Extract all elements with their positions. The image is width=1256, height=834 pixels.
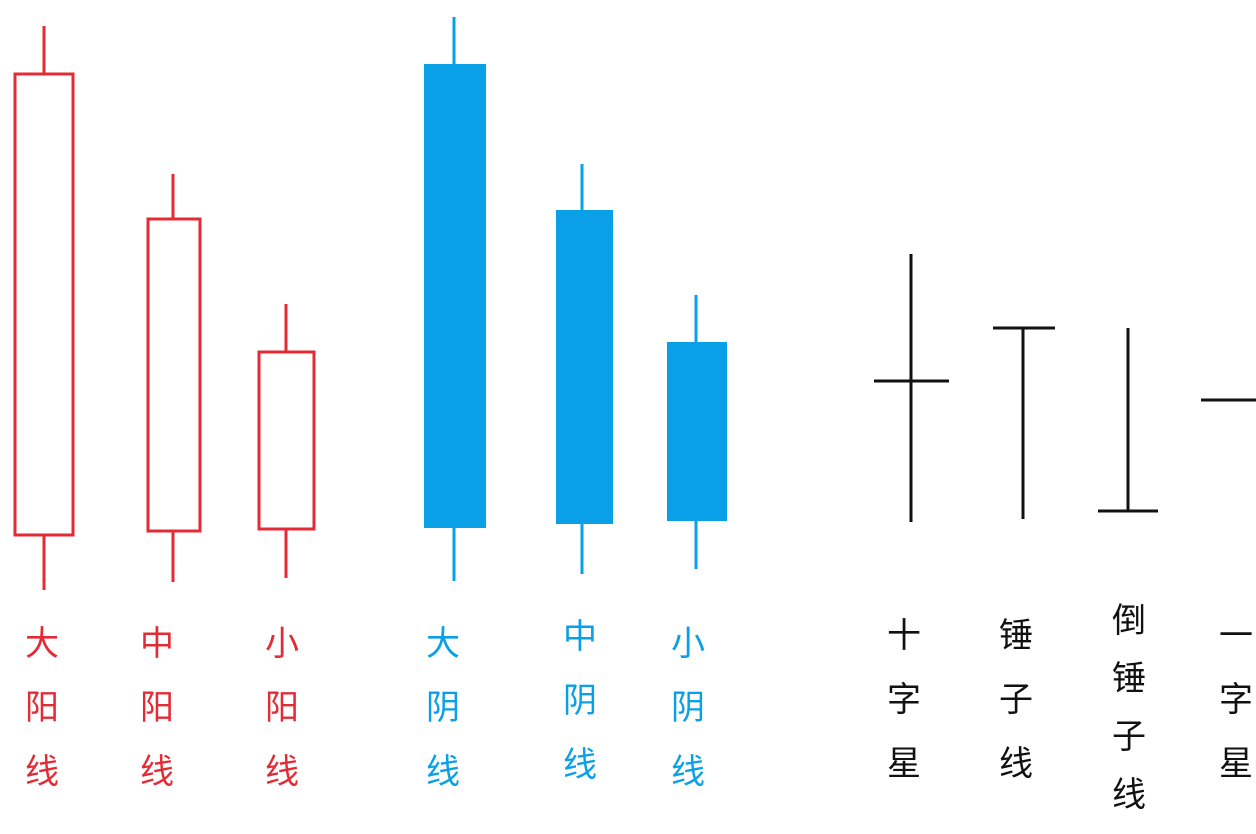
big-yang-label: 大 阳 线: [12, 612, 72, 804]
inverted-hammer-label-char: 锤: [1112, 659, 1146, 699]
mid-yang-label-char: 阳: [140, 688, 174, 728]
one-star-label: 一 字 星: [1206, 604, 1256, 796]
inverted-hammer-label-char: 线: [1112, 775, 1146, 815]
cross-star-label: 十 字 星: [874, 604, 934, 796]
one-star-label-char: 一: [1219, 616, 1253, 656]
hammer-label-char: 子: [999, 680, 1033, 720]
cross-star-label-char: 十: [887, 616, 921, 656]
mid-yin-label-char: 中: [563, 617, 597, 657]
hammer-label-char: 线: [999, 744, 1033, 784]
inverted-hammer-candle: [1098, 328, 1158, 513]
cross-star-label-char: 星: [887, 744, 921, 784]
big-yin-label-char: 大: [426, 624, 460, 664]
small-yang-label: 小 阳 线: [252, 612, 312, 804]
mid-yang-candle: [146, 174, 202, 582]
small-yin-candle: [667, 295, 727, 569]
mid-yang-label: 中 阳 线: [127, 612, 187, 804]
mid-yin-label-char: 线: [563, 745, 597, 785]
mid-yin-label: 中 阴 线: [550, 605, 610, 797]
small-yang-body: [257, 350, 316, 531]
big-yin-label-char: 阴: [426, 688, 460, 728]
small-yang-label-char: 阳: [265, 688, 299, 728]
small-yang-candle: [257, 304, 316, 578]
mid-yang-label-char: 中: [140, 624, 174, 664]
inverted-hammer-label-char: 倒: [1112, 601, 1146, 641]
cross-star-label-char: 字: [887, 680, 921, 720]
big-yang-label-char: 线: [25, 752, 59, 792]
small-yin-body: [667, 342, 727, 521]
big-yang-label-char: 阳: [25, 688, 59, 728]
hammer-label-char: 锤: [999, 616, 1033, 656]
cross-star-candle: [874, 254, 949, 522]
big-yin-candle: [424, 17, 486, 581]
big-yin-body: [424, 64, 486, 528]
big-yang-candle: [13, 26, 75, 590]
small-yang-label-char: 线: [265, 752, 299, 792]
hammer-candle: [993, 326, 1055, 519]
mid-yin-body: [556, 210, 613, 524]
big-yin-label: 大 阴 线: [413, 612, 473, 804]
big-yang-body: [13, 72, 75, 537]
inverted-hammer-label-char: 子: [1112, 717, 1146, 757]
mid-yin-candle: [556, 164, 613, 574]
one-star-label-char: 字: [1219, 680, 1253, 720]
small-yin-label-char: 线: [671, 752, 705, 792]
inverted-hammer-label: 倒 锤 子 线: [1099, 592, 1159, 824]
mid-yin-label-char: 阴: [563, 681, 597, 721]
small-yin-label-char: 小: [671, 624, 705, 664]
mid-yang-body: [146, 217, 202, 533]
small-yin-label: 小 阴 线: [658, 612, 718, 804]
hammer-label: 锤 子 线: [986, 604, 1046, 796]
big-yang-label-char: 大: [25, 624, 59, 664]
small-yin-label-char: 阴: [671, 688, 705, 728]
small-yang-label-char: 小: [265, 624, 299, 664]
one-star-label-char: 星: [1219, 744, 1253, 784]
mid-yang-label-char: 线: [140, 752, 174, 792]
big-yin-label-char: 线: [426, 752, 460, 792]
